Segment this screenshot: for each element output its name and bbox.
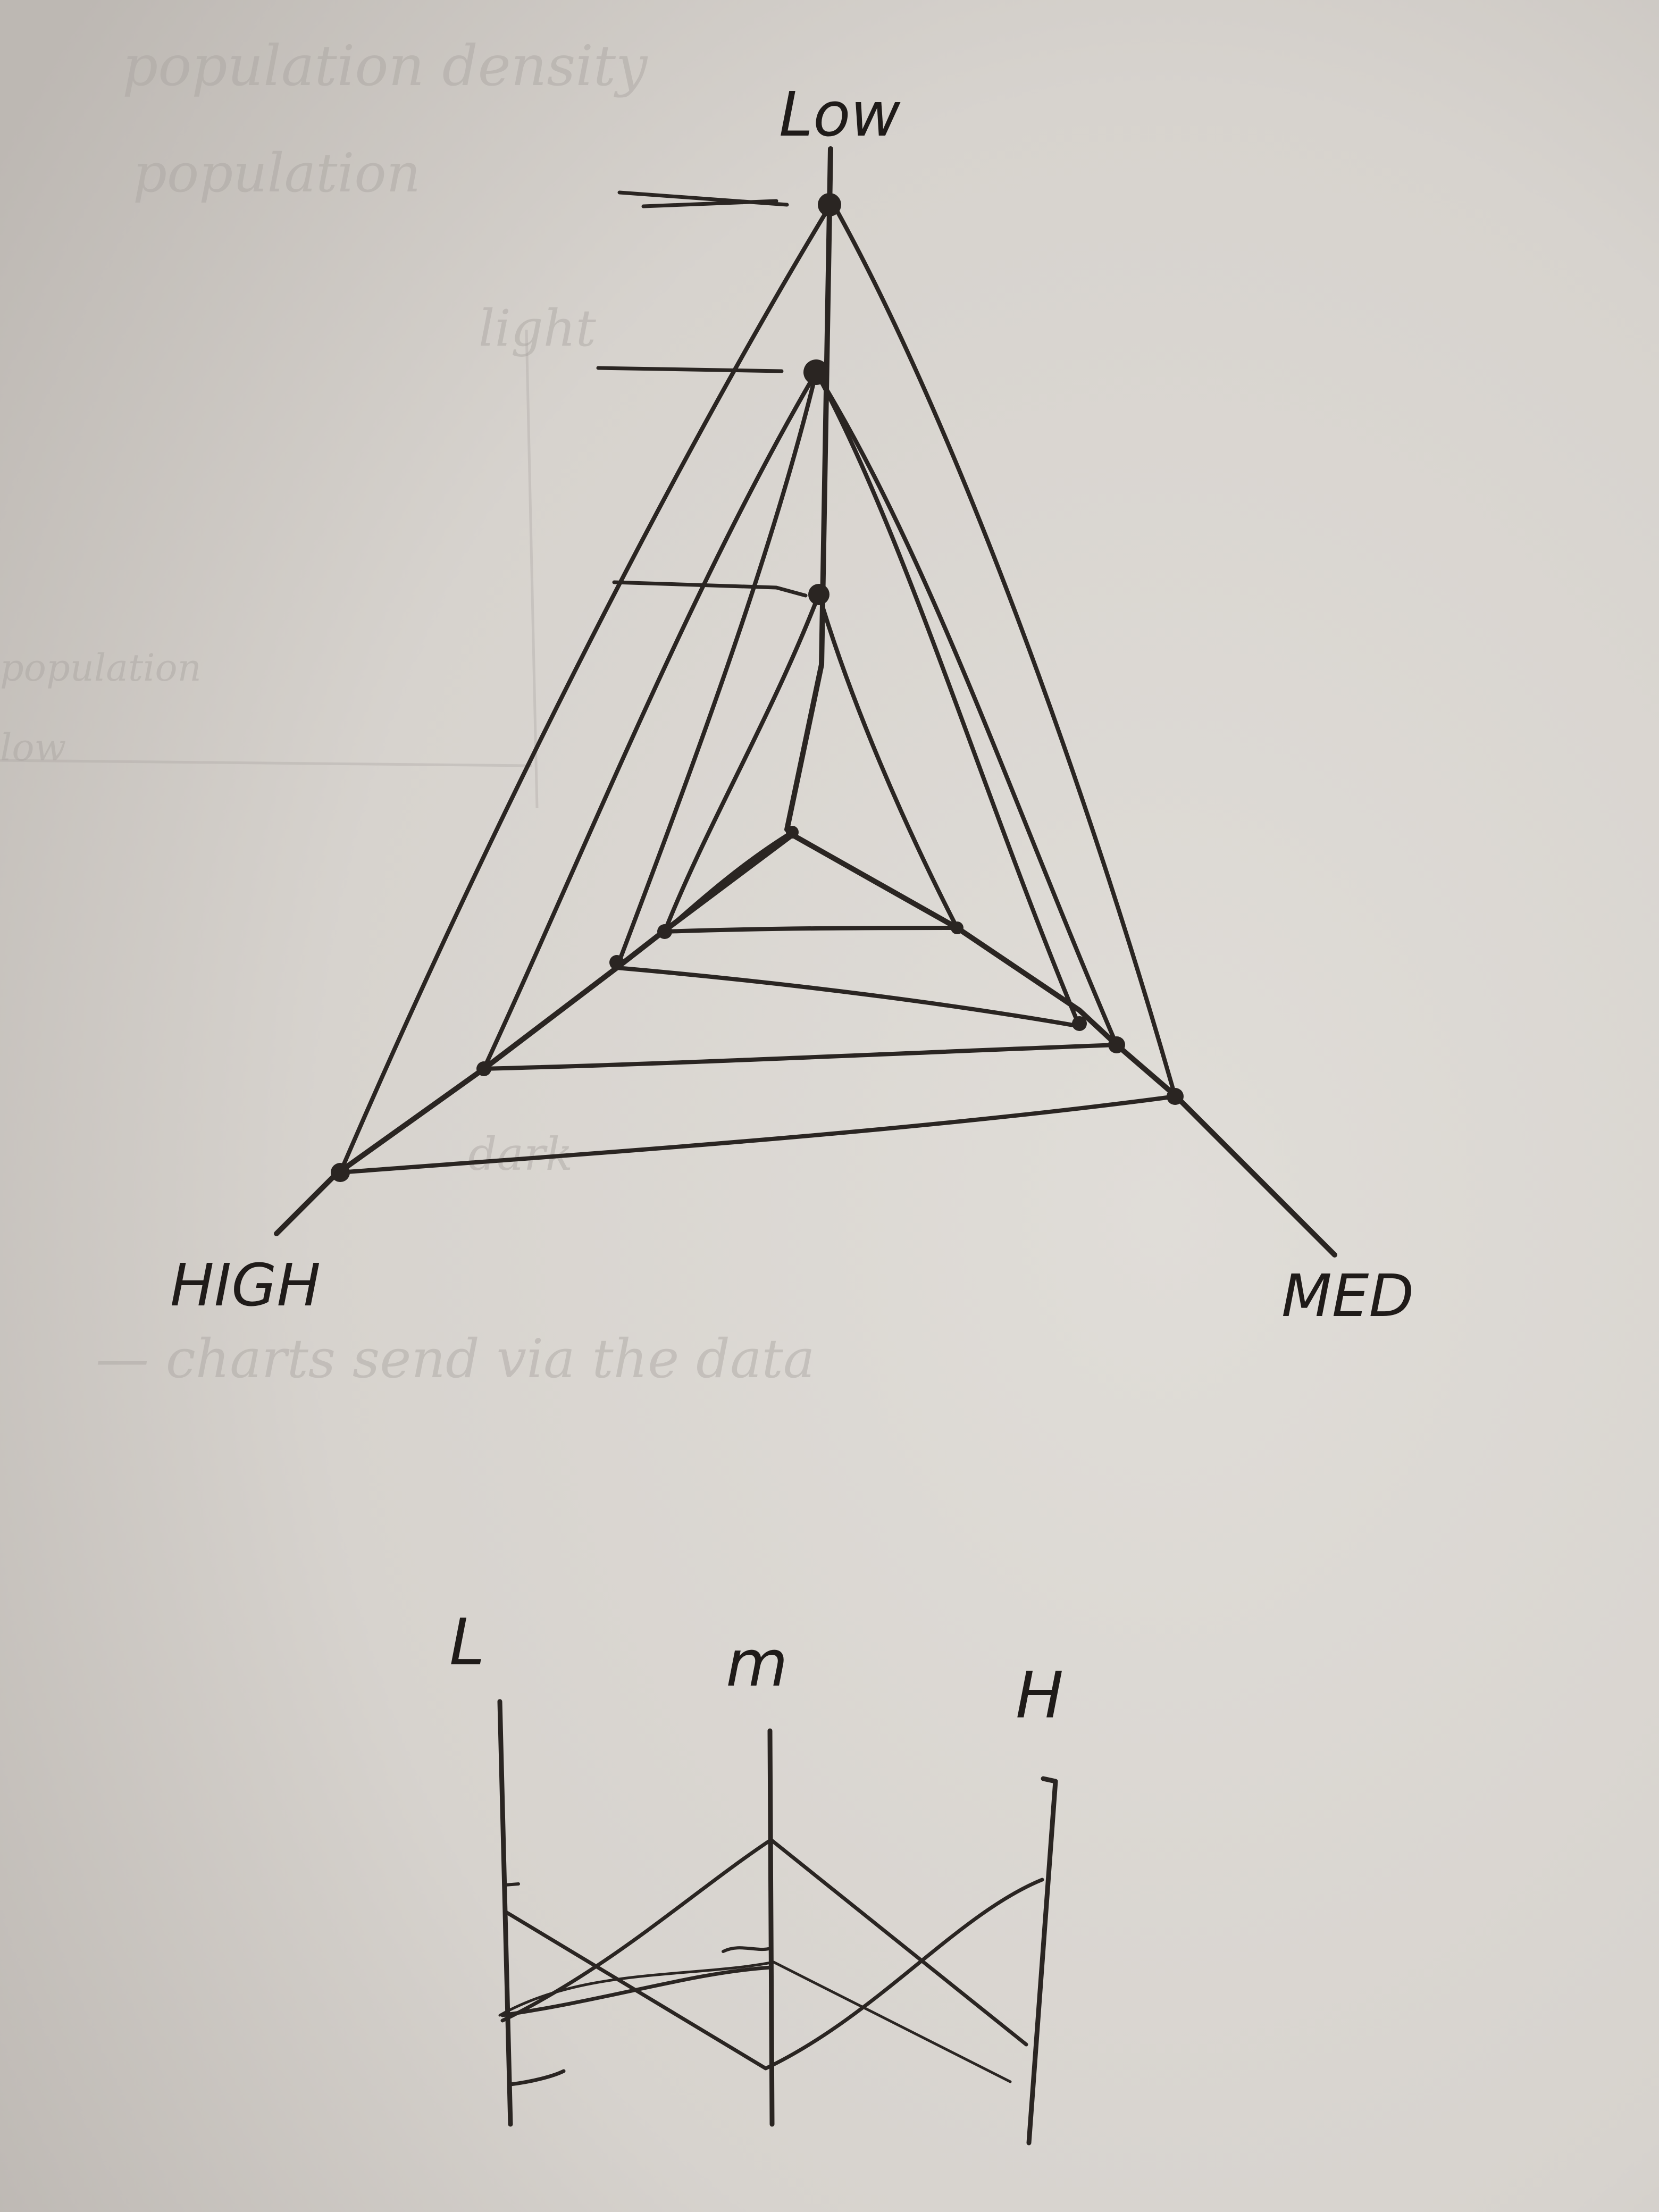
point-low-1: [818, 193, 841, 216]
axis-label-low: Low: [779, 79, 901, 150]
ghost-line-5: low: [0, 726, 66, 769]
parallel-line-1: [503, 1878, 1044, 2071]
point-med-3: [1108, 1036, 1125, 1053]
ghost-line-7: — charts send via the data: [96, 1328, 815, 1390]
point-high-3: [476, 1061, 491, 1076]
parallel-axis-h: [1026, 1776, 1058, 2146]
point-high-1: [657, 924, 672, 939]
triangle-second: [482, 370, 1119, 1071]
triangle-fourth: [663, 592, 959, 934]
point-high-2: [609, 955, 624, 970]
point-low-3: [808, 584, 830, 605]
triangle-outer: [338, 200, 1177, 1175]
triangle-third: [615, 370, 1082, 1028]
axis-med: [790, 832, 1337, 1258]
parallel-line-2: [500, 1838, 1028, 2047]
parallel-tick-m: [722, 1946, 770, 1953]
ghost-line-3: light: [479, 299, 597, 358]
parallel-label-m: m: [726, 1627, 788, 1701]
radar-sketch: Low HIGH MED: [170, 79, 1414, 1330]
point-low-2: [803, 359, 829, 385]
triangle-inner-left: [663, 830, 794, 934]
parallel-coordinates-sketch: L m H: [449, 1606, 1063, 2146]
ghost-line-4: population: [0, 646, 202, 690]
parallel-line-4: [500, 1965, 773, 2017]
show-through-writing: population density population light popu…: [0, 33, 815, 1390]
point-med-2: [1072, 1016, 1087, 1031]
tick-low-2: [596, 366, 784, 373]
axis-low: [784, 146, 833, 832]
parallel-axis-m: [767, 1728, 775, 2127]
point-high-4: [331, 1163, 350, 1182]
parallel-line-3: [498, 1960, 1012, 2083]
point-med-1: [951, 921, 963, 934]
parallel-label-h: H: [1016, 1659, 1063, 1733]
axis-label-high: HIGH: [170, 1251, 321, 1319]
ghost-line-1: population density: [122, 33, 648, 98]
parallel-tick-top-l: [504, 1882, 520, 1887]
point-center: [786, 826, 799, 839]
ghost-axis-vertical: [525, 329, 539, 809]
tick-low-3: [612, 580, 808, 598]
ghost-line-2: population: [133, 142, 421, 204]
point-med-4: [1167, 1088, 1184, 1105]
tick-low-1: [617, 190, 789, 208]
parallel-tick-bottom-l: [508, 2069, 566, 2087]
ghost-axis-horizontal: [0, 759, 532, 767]
axis-label-med: MED: [1281, 1262, 1414, 1330]
parallel-label-l: L: [449, 1606, 485, 1680]
